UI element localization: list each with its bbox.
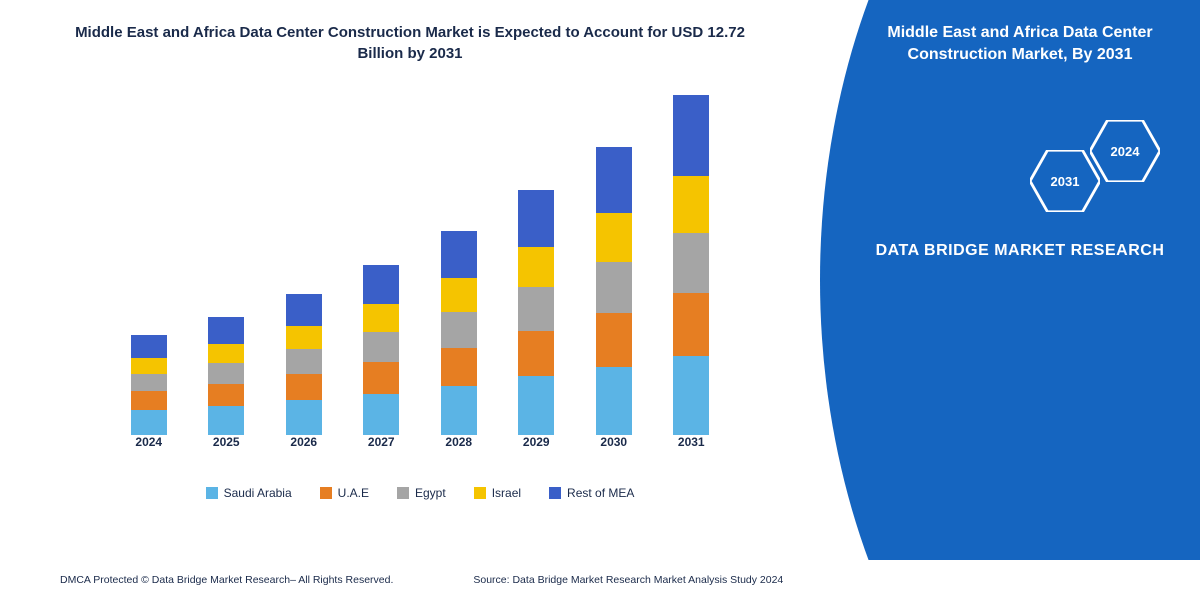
- chart-plot-area: 20242025 20262027 20282029 20302031: [110, 95, 730, 465]
- x-axis-label: 2029: [501, 435, 571, 465]
- legend-label: U.A.E: [338, 486, 369, 500]
- bar-segment: [286, 374, 322, 400]
- footer: DMCA Protected © Data Bridge Market Rese…: [0, 560, 1200, 600]
- bar-segment: [441, 348, 477, 386]
- bar-group: [346, 265, 416, 435]
- side-panel: Middle East and Africa Data Center Const…: [820, 0, 1200, 560]
- bar-segment: [286, 349, 322, 374]
- bar-segment: [596, 367, 632, 435]
- bar-group: [424, 231, 494, 435]
- bar-segment: [518, 247, 554, 288]
- bar-segment: [131, 358, 167, 374]
- x-axis-label: 2031: [656, 435, 726, 465]
- hexagon-2024: 2024: [1090, 120, 1160, 182]
- bar-segment: [363, 332, 399, 362]
- bar-segment: [518, 376, 554, 435]
- stacked-bar: [518, 190, 554, 435]
- x-axis-labels: 20242025 20262027 20282029 20302031: [110, 435, 730, 465]
- bar-segment: [673, 95, 709, 176]
- bar-segment: [518, 287, 554, 330]
- legend-item: Rest of MEA: [549, 486, 634, 500]
- hex-label-2031: 2031: [1051, 174, 1080, 189]
- legend-swatch-icon: [206, 487, 218, 499]
- bar-group: [191, 317, 261, 435]
- brand-name: DATA BRIDGE MARKET RESEARCH: [870, 240, 1170, 262]
- bar-segment: [131, 335, 167, 358]
- stacked-bar: [131, 335, 167, 435]
- stacked-bar: [286, 294, 322, 435]
- bar-group: [656, 95, 726, 435]
- bar-segment: [441, 312, 477, 348]
- bar-segment: [286, 400, 322, 435]
- bar-segment: [286, 326, 322, 349]
- bar-segment: [131, 374, 167, 391]
- legend-label: Egypt: [415, 486, 446, 500]
- stacked-bar: [673, 95, 709, 435]
- bar-segment: [673, 176, 709, 233]
- bar-segment: [596, 313, 632, 366]
- legend-item: U.A.E: [320, 486, 369, 500]
- bar-segment: [363, 394, 399, 435]
- stacked-bar: [363, 265, 399, 435]
- bar-segment: [363, 265, 399, 304]
- bar-segment: [286, 294, 322, 326]
- stacked-bar: [596, 147, 632, 435]
- bar-segment: [596, 262, 632, 313]
- bar-segment: [596, 147, 632, 214]
- x-axis-label: 2026: [269, 435, 339, 465]
- footer-source: Source: Data Bridge Market Research Mark…: [473, 574, 783, 586]
- bar-group: [269, 294, 339, 435]
- legend-item: Israel: [474, 486, 521, 500]
- legend-item: Saudi Arabia: [206, 486, 292, 500]
- chart-panel: Middle East and Africa Data Center Const…: [0, 0, 820, 560]
- bar-segment: [441, 386, 477, 435]
- chart-title: Middle East and Africa Data Center Const…: [0, 0, 820, 74]
- bars-container: [110, 95, 730, 435]
- bar-segment: [596, 213, 632, 262]
- legend-label: Israel: [492, 486, 521, 500]
- bar-segment: [673, 293, 709, 356]
- bar-group: [114, 335, 184, 435]
- legend-label: Rest of MEA: [567, 486, 634, 500]
- x-axis-label: 2025: [191, 435, 261, 465]
- bar-segment: [131, 391, 167, 410]
- x-axis-label: 2027: [346, 435, 416, 465]
- stacked-bar: [208, 317, 244, 435]
- legend-swatch-icon: [474, 487, 486, 499]
- footer-dmca: DMCA Protected © Data Bridge Market Rese…: [60, 574, 393, 586]
- bar-segment: [518, 190, 554, 246]
- bar-group: [501, 190, 571, 435]
- stacked-bar: [441, 231, 477, 435]
- bar-segment: [363, 304, 399, 332]
- side-panel-title: Middle East and Africa Data Center Const…: [870, 22, 1170, 65]
- bar-segment: [518, 331, 554, 376]
- legend-swatch-icon: [549, 487, 561, 499]
- x-axis-label: 2024: [114, 435, 184, 465]
- hex-label-2024: 2024: [1111, 144, 1140, 159]
- bar-segment: [441, 231, 477, 278]
- legend-item: Egypt: [397, 486, 446, 500]
- legend-swatch-icon: [320, 487, 332, 499]
- chart-legend: Saudi Arabia U.A.E Egypt Israel Rest of MEA: [120, 486, 720, 500]
- bar-segment: [208, 363, 244, 384]
- x-axis-label: 2028: [424, 435, 494, 465]
- bar-segment: [208, 406, 244, 435]
- legend-label: Saudi Arabia: [224, 486, 292, 500]
- bar-segment: [208, 344, 244, 363]
- bar-segment: [673, 233, 709, 293]
- bar-segment: [441, 278, 477, 312]
- bar-group: [579, 147, 649, 435]
- bar-segment: [363, 362, 399, 394]
- bar-segment: [131, 410, 167, 435]
- bar-segment: [208, 317, 244, 344]
- legend-swatch-icon: [397, 487, 409, 499]
- bar-segment: [208, 384, 244, 406]
- bar-segment: [673, 356, 709, 435]
- x-axis-label: 2030: [579, 435, 649, 465]
